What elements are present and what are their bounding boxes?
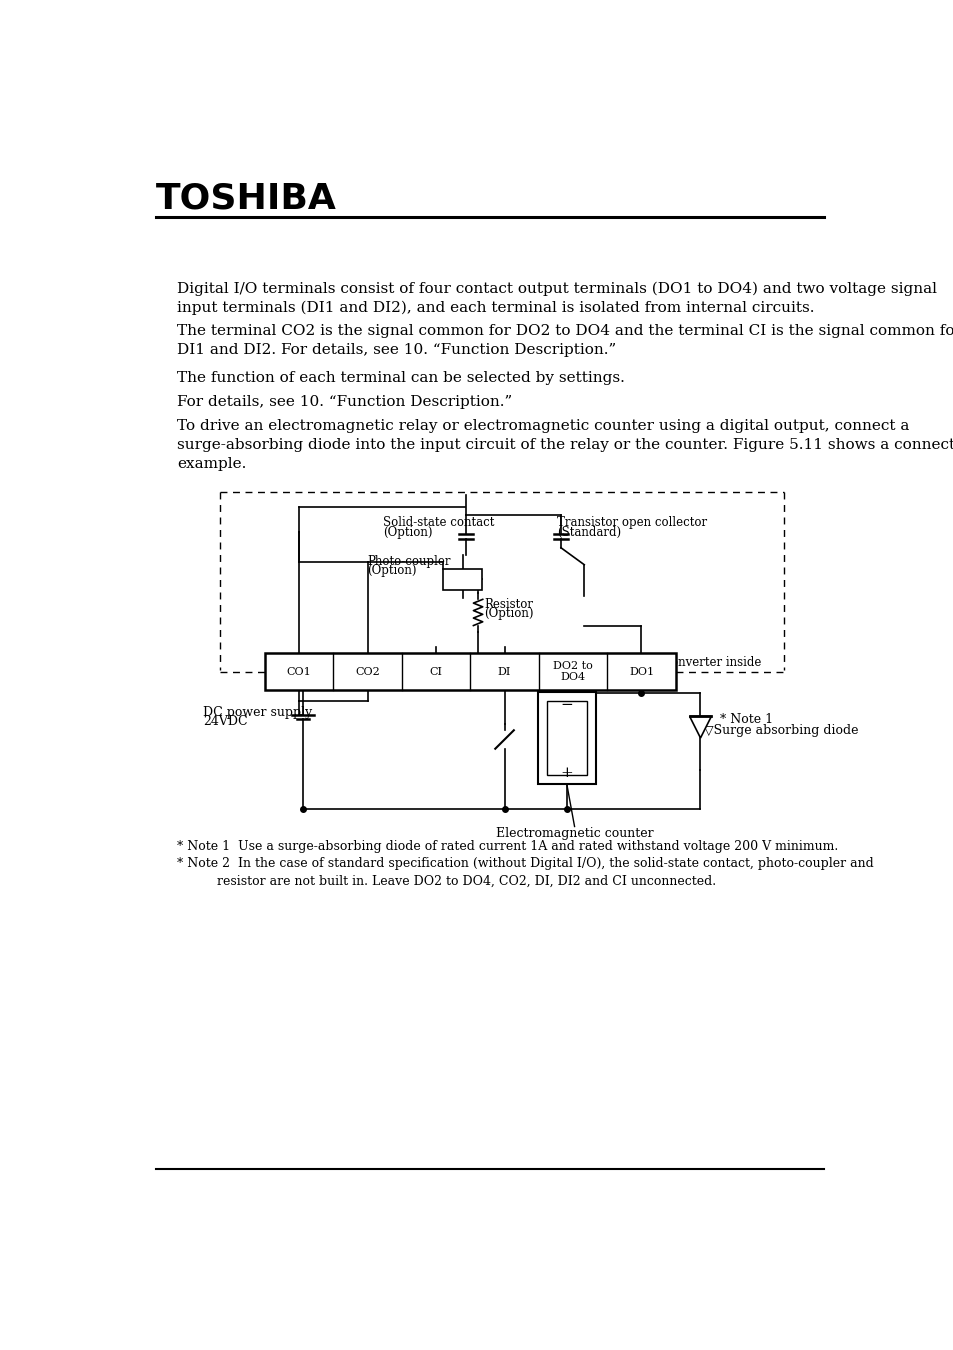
Text: −: − (559, 698, 573, 711)
Text: (Option): (Option) (484, 608, 534, 620)
Text: 24VDC: 24VDC (203, 716, 248, 728)
Text: Photo-coupler: Photo-coupler (367, 555, 450, 568)
Text: CO1: CO1 (287, 667, 312, 676)
Text: DO2 to
DO4: DO2 to DO4 (553, 662, 592, 682)
Text: For details, see 10. “Function Description.”: For details, see 10. “Function Descripti… (177, 396, 512, 409)
Text: The terminal CO2 is the signal common for DO2 to DO4 and the terminal CI is the : The terminal CO2 is the signal common fo… (177, 324, 953, 356)
Text: DC power supply: DC power supply (203, 706, 312, 718)
Text: To drive an electromagnetic relay or electromagnetic counter using a digital out: To drive an electromagnetic relay or ele… (177, 420, 953, 471)
Text: TOSHIBA: TOSHIBA (155, 182, 336, 216)
Bar (537, 691, 596, 784)
Text: (Standard): (Standard) (557, 526, 620, 539)
Text: ▽Surge absorbing diode: ▽Surge absorbing diode (703, 724, 858, 737)
Text: The function of each terminal can be selected by settings.: The function of each terminal can be sel… (177, 371, 624, 386)
Text: CI: CI (429, 667, 442, 676)
Text: +: + (559, 767, 573, 780)
Text: Digital I/O terminals consist of four contact output terminals (DO1 to DO4) and : Digital I/O terminals consist of four co… (177, 281, 937, 316)
Polygon shape (689, 717, 711, 738)
Text: (Option): (Option) (382, 526, 432, 539)
Bar (546, 701, 586, 775)
Text: (Option): (Option) (367, 564, 416, 576)
Text: Transistor open collector: Transistor open collector (557, 516, 706, 529)
Text: * Note 1  Use a surge-absorbing diode of rated current 1A and rated withstand vo: * Note 1 Use a surge-absorbing diode of … (177, 840, 838, 853)
Text: Electromagnetic counter: Electromagnetic counter (496, 826, 653, 840)
Text: Converter inside: Converter inside (661, 656, 760, 668)
Text: DI: DI (497, 667, 511, 676)
Text: * Note 2  In the case of standard specification (without Digital I/O), the solid: * Note 2 In the case of standard specifi… (177, 857, 873, 887)
Text: CO2: CO2 (355, 667, 379, 676)
Text: Solid-state contact: Solid-state contact (382, 516, 494, 529)
Bar (443, 568, 481, 590)
Text: Resistor: Resistor (484, 598, 533, 610)
Bar (265, 653, 675, 690)
Text: * Note 1: * Note 1 (720, 713, 772, 725)
Text: DO1: DO1 (628, 667, 654, 676)
